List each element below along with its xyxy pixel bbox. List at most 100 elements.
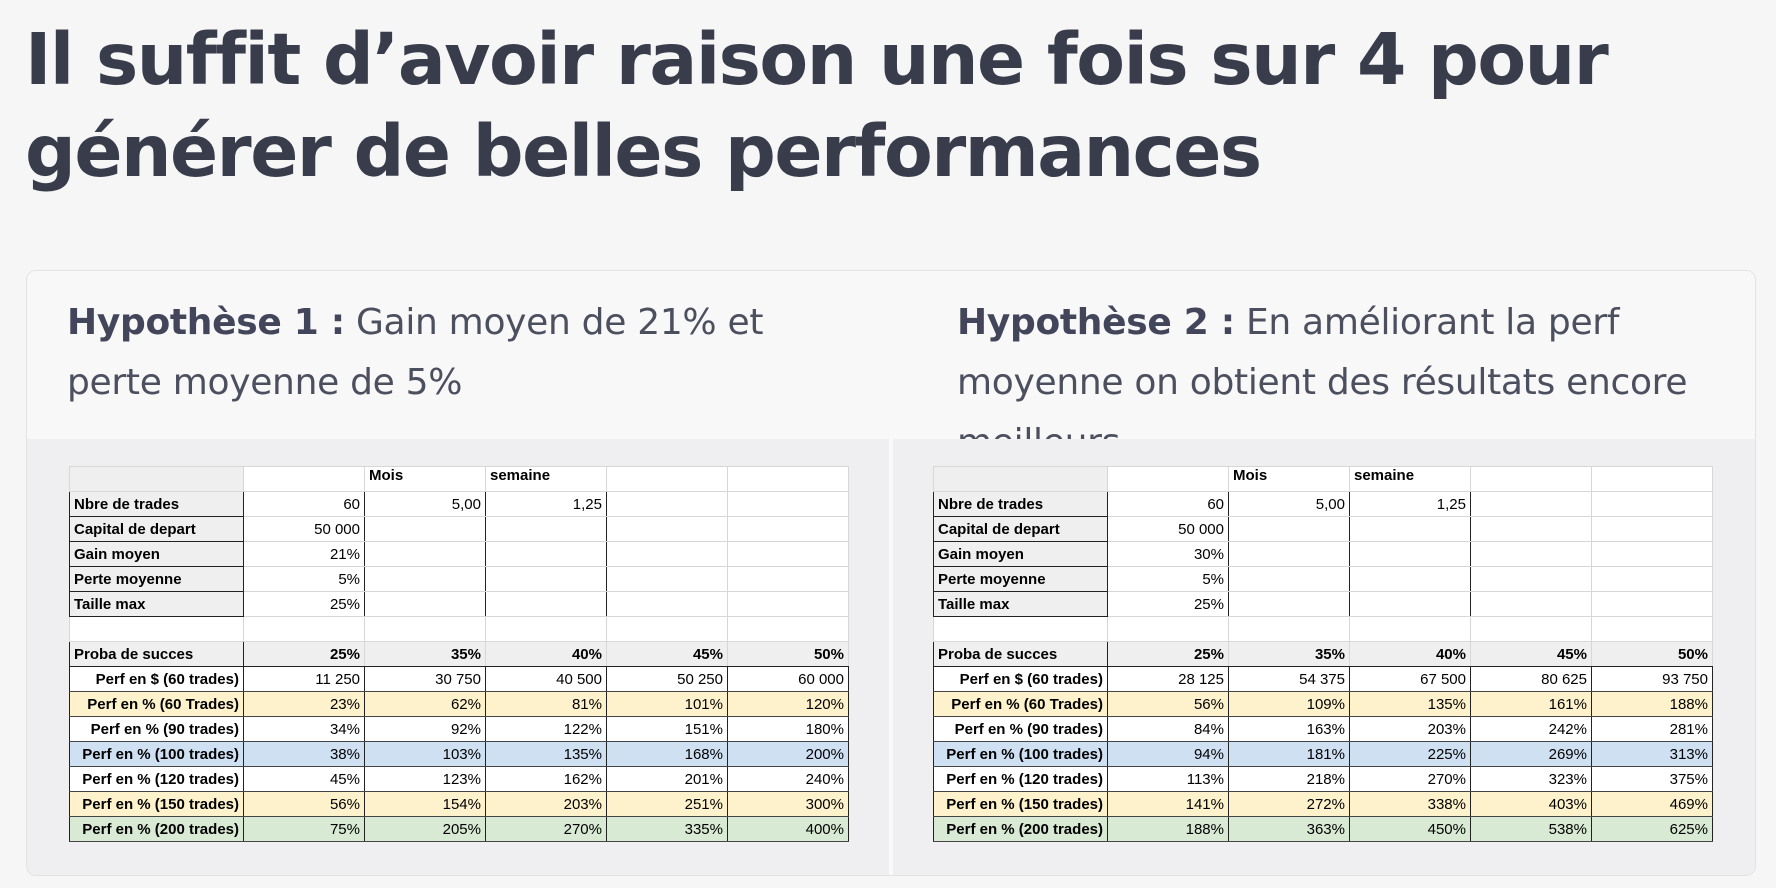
sheet-cell[interactable]: 5% bbox=[1107, 566, 1229, 592]
sheet-cell[interactable]: 270% bbox=[1349, 766, 1471, 792]
sheet-cell[interactable] bbox=[485, 541, 607, 567]
sheet-cell[interactable]: 363% bbox=[1228, 816, 1350, 842]
sheet-cell[interactable]: Mois bbox=[364, 466, 486, 492]
sheet-cell[interactable]: 1,25 bbox=[1349, 491, 1471, 517]
sheet-cell[interactable]: 50 250 bbox=[606, 666, 728, 692]
sheet-row-label[interactable]: Proba de succes bbox=[933, 641, 1108, 667]
sheet-cell[interactable] bbox=[364, 566, 486, 592]
sheet-row-label[interactable]: Taille max bbox=[69, 591, 244, 617]
sheet-cell[interactable] bbox=[1591, 591, 1713, 617]
sheet-cell[interactable] bbox=[606, 566, 728, 592]
sheet-cell[interactable]: 251% bbox=[606, 791, 728, 817]
sheet-cell[interactable] bbox=[606, 491, 728, 517]
sheet-cell[interactable] bbox=[364, 541, 486, 567]
sheet-row-label[interactable]: Capital de depart bbox=[933, 516, 1108, 542]
sheet-cell[interactable] bbox=[1470, 591, 1592, 617]
sheet-cell[interactable] bbox=[1591, 516, 1713, 542]
sheet-cell[interactable]: 56% bbox=[243, 791, 365, 817]
sheet-cell[interactable] bbox=[1470, 516, 1592, 542]
sheet-cell[interactable] bbox=[1591, 491, 1713, 517]
sheet-cell[interactable] bbox=[1349, 541, 1471, 567]
sheet-cell[interactable] bbox=[727, 591, 849, 617]
sheet-cell[interactable]: 50 000 bbox=[243, 516, 365, 542]
sheet-row-label[interactable]: Perf en $ (60 trades) bbox=[69, 666, 244, 692]
sheet-cell[interactable] bbox=[1349, 616, 1471, 642]
sheet-cell[interactable]: 375% bbox=[1591, 766, 1713, 792]
sheet-row-label[interactable]: Perf en % (100 trades) bbox=[933, 741, 1108, 767]
sheet-cell[interactable]: 40% bbox=[1349, 641, 1471, 667]
sheet-row-label[interactable]: Perf en % (60 Trades) bbox=[69, 691, 244, 717]
sheet-cell[interactable]: 56% bbox=[1107, 691, 1229, 717]
sheet-cell[interactable]: 135% bbox=[485, 741, 607, 767]
sheet-cell[interactable] bbox=[727, 491, 849, 517]
sheet-cell[interactable]: 84% bbox=[1107, 716, 1229, 742]
sheet-cell[interactable]: 28 125 bbox=[1107, 666, 1229, 692]
sheet-cell[interactable]: 25% bbox=[1107, 641, 1229, 667]
sheet-row-label[interactable]: Perf en % (60 Trades) bbox=[933, 691, 1108, 717]
sheet-cell[interactable]: 25% bbox=[1107, 591, 1229, 617]
sheet-row-label[interactable]: Perf en % (90 trades) bbox=[69, 716, 244, 742]
sheet-cell[interactable]: 45% bbox=[606, 641, 728, 667]
sheet-cell[interactable] bbox=[1349, 591, 1471, 617]
sheet-cell[interactable] bbox=[1470, 616, 1592, 642]
sheet-cell[interactable]: Mois bbox=[1228, 466, 1350, 492]
sheet-cell[interactable]: 93 750 bbox=[1591, 666, 1713, 692]
sheet-cell[interactable]: 338% bbox=[1349, 791, 1471, 817]
sheet-cell[interactable]: 92% bbox=[364, 716, 486, 742]
sheet-cell[interactable]: 80 625 bbox=[1470, 666, 1592, 692]
sheet-cell[interactable]: 281% bbox=[1591, 716, 1713, 742]
sheet-cell[interactable]: 30 750 bbox=[364, 666, 486, 692]
sheet-cell[interactable]: 45% bbox=[243, 766, 365, 792]
sheet-cell[interactable]: 168% bbox=[606, 741, 728, 767]
sheet-cell[interactable] bbox=[1470, 566, 1592, 592]
sheet-cell[interactable] bbox=[364, 516, 486, 542]
sheet-cell[interactable]: 122% bbox=[485, 716, 607, 742]
sheet-row-label[interactable]: Perf en % (150 trades) bbox=[933, 791, 1108, 817]
sheet-cell[interactable] bbox=[606, 591, 728, 617]
sheet-row-label[interactable]: Nbre de trades bbox=[69, 491, 244, 517]
sheet-cell[interactable]: 188% bbox=[1591, 691, 1713, 717]
sheet-cell[interactable]: 109% bbox=[1228, 691, 1350, 717]
sheet-cell[interactable]: 50% bbox=[727, 641, 849, 667]
sheet-row-label[interactable]: Perf en % (150 trades) bbox=[69, 791, 244, 817]
sheet-cell[interactable] bbox=[727, 516, 849, 542]
sheet-cell[interactable]: 5,00 bbox=[364, 491, 486, 517]
sheet-cell[interactable] bbox=[1228, 591, 1350, 617]
sheet-cell[interactable] bbox=[727, 541, 849, 567]
sheet-cell[interactable]: 200% bbox=[727, 741, 849, 767]
sheet-cell[interactable]: 50% bbox=[1591, 641, 1713, 667]
sheet-cell[interactable]: 203% bbox=[1349, 716, 1471, 742]
sheet-cell[interactable]: 450% bbox=[1349, 816, 1471, 842]
sheet-cell[interactable]: 60 000 bbox=[727, 666, 849, 692]
sheet-cell[interactable] bbox=[1591, 541, 1713, 567]
sheet-row-label[interactable]: Gain moyen bbox=[933, 541, 1108, 567]
sheet-cell[interactable]: 240% bbox=[727, 766, 849, 792]
sheet-cell[interactable] bbox=[364, 591, 486, 617]
sheet-row-label[interactable]: Perf en % (120 trades) bbox=[933, 766, 1108, 792]
sheet-cell[interactable]: 188% bbox=[1107, 816, 1229, 842]
sheet-cell[interactable] bbox=[1470, 466, 1592, 492]
sheet-cell[interactable]: 45% bbox=[1470, 641, 1592, 667]
sheet-cell[interactable]: 135% bbox=[1349, 691, 1471, 717]
sheet-cell[interactable]: 163% bbox=[1228, 716, 1350, 742]
sheet-cell[interactable] bbox=[1591, 466, 1713, 492]
sheet-cell[interactable]: 225% bbox=[1349, 741, 1471, 767]
sheet-cell[interactable]: 60 bbox=[243, 491, 365, 517]
sheet-cell[interactable]: 120% bbox=[727, 691, 849, 717]
sheet-cell[interactable] bbox=[727, 616, 849, 642]
sheet-cell[interactable] bbox=[727, 466, 849, 492]
sheet-cell[interactable]: 151% bbox=[606, 716, 728, 742]
sheet-cell[interactable]: 38% bbox=[243, 741, 365, 767]
sheet-cell[interactable] bbox=[606, 466, 728, 492]
sheet-cell[interactable]: 67 500 bbox=[1349, 666, 1471, 692]
sheet-cell[interactable]: 218% bbox=[1228, 766, 1350, 792]
sheet-cell[interactable]: 25% bbox=[243, 591, 365, 617]
sheet-cell[interactable] bbox=[1228, 516, 1350, 542]
sheet-row-label[interactable]: Taille max bbox=[933, 591, 1108, 617]
sheet-row-label[interactable]: Perf en % (120 trades) bbox=[69, 766, 244, 792]
sheet-cell[interactable] bbox=[1349, 566, 1471, 592]
sheet-cell[interactable]: 81% bbox=[485, 691, 607, 717]
sheet-cell[interactable]: 201% bbox=[606, 766, 728, 792]
sheet-cell[interactable]: 5% bbox=[243, 566, 365, 592]
sheet-cell[interactable]: 203% bbox=[485, 791, 607, 817]
